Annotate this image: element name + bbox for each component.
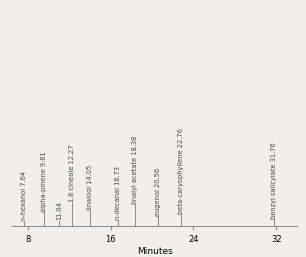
Text: beta-caryophyllene 22.76: beta-caryophyllene 22.76 — [177, 128, 184, 214]
Text: linalool 14.05: linalool 14.05 — [88, 165, 93, 210]
Text: n-decanal 16.73: n-decanal 16.73 — [115, 166, 121, 219]
Text: alpha-pinene 9.61: alpha-pinene 9.61 — [41, 151, 47, 212]
X-axis label: Minutes: Minutes — [137, 247, 172, 256]
Text: benzyl salicylate 31.76: benzyl salicylate 31.76 — [271, 142, 277, 219]
Text: 11.04: 11.04 — [56, 201, 62, 220]
Text: 1,8 cineole 12.27: 1,8 cineole 12.27 — [69, 145, 75, 203]
Text: n-hexanol 7.64: n-hexanol 7.64 — [21, 171, 27, 222]
Text: linalyl acetate 18.38: linalyl acetate 18.38 — [132, 136, 138, 204]
Text: eugenol 20.56: eugenol 20.56 — [155, 168, 161, 216]
